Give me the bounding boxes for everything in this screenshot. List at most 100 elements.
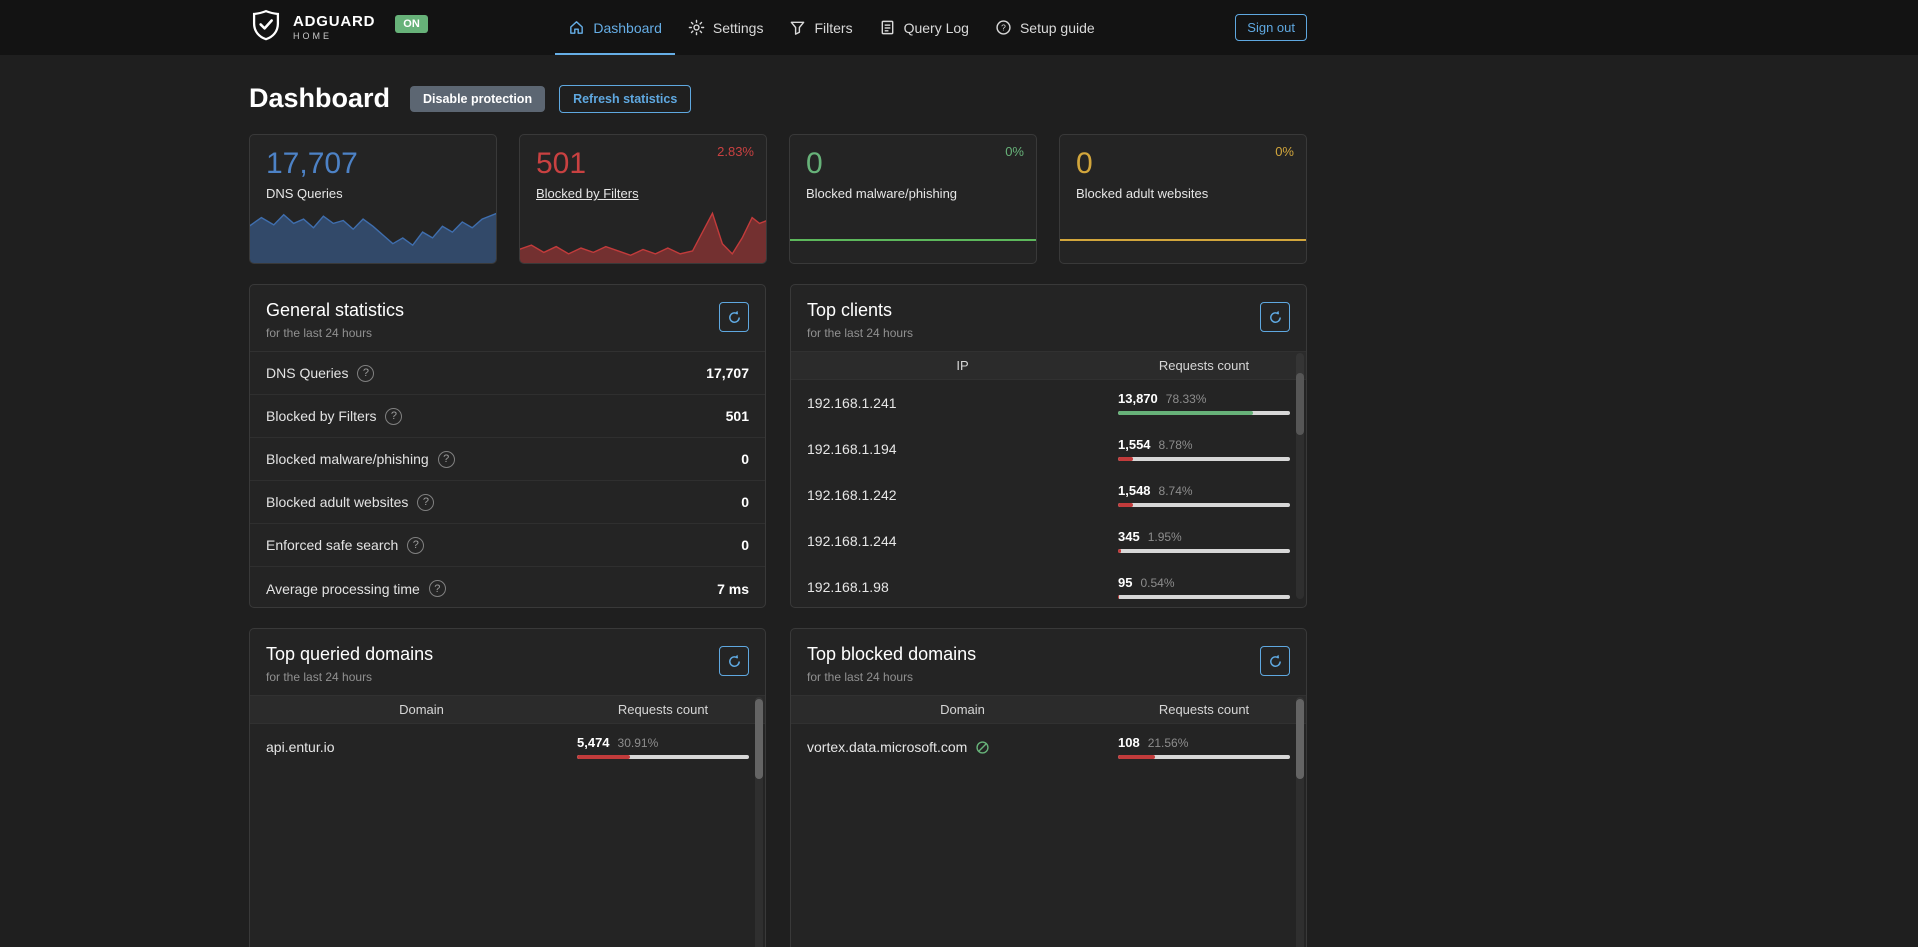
panel-subtitle: for the last 24 hours	[266, 670, 373, 684]
stat-percent: 0%	[1005, 144, 1024, 159]
client-progress-bar	[1118, 503, 1290, 507]
main-nav: Dashboard Settings Filters Query Log	[555, 0, 1107, 55]
panel-subtitle: for the last 24 hours	[807, 326, 914, 340]
dashboard-icon	[568, 19, 585, 36]
stat-row-safe-search: Enforced safe search 0	[250, 524, 765, 567]
client-progress-bar	[1118, 457, 1290, 461]
top-clients-panel: Top clients for the last 24 hours IP Req…	[790, 284, 1307, 608]
nav-label: Settings	[712, 19, 764, 36]
client-count: 1,554	[1118, 437, 1151, 452]
panel-row-bottom: Top queried domains for the last 24 hour…	[249, 628, 1307, 947]
top-queried-domains-panel: Top queried domains for the last 24 hour…	[249, 628, 766, 947]
page-head: Dashboard Disable protection Refresh sta…	[249, 83, 1307, 114]
top-blocked-domains-panel: Top blocked domains for the last 24 hour…	[790, 628, 1307, 947]
refresh-button[interactable]	[1260, 302, 1290, 332]
refresh-button[interactable]	[719, 646, 749, 676]
scrollbar-track	[1296, 353, 1304, 599]
client-ip[interactable]: 192.168.1.242	[807, 487, 897, 503]
stat-row-value: 0	[741, 537, 749, 553]
stat-label: DNS Queries	[266, 186, 343, 201]
panel-title: Top queried domains	[266, 644, 434, 664]
filtered-block-icon	[975, 740, 990, 755]
blocked-table-header: Domain Requests count	[791, 696, 1306, 724]
help-icon[interactable]	[385, 407, 403, 425]
nav-dashboard[interactable]: Dashboard	[555, 0, 675, 55]
stat-row-label: Blocked malware/phishing	[266, 451, 429, 467]
blocked-table-body: vortex.data.microsoft.com 108 21.56%	[791, 724, 1306, 770]
help-icon[interactable]	[428, 580, 446, 597]
domain-progress-bar	[1118, 755, 1290, 759]
client-percent: 1.95%	[1147, 530, 1182, 544]
nav-label: Query Log	[903, 19, 969, 36]
help-icon[interactable]	[417, 493, 435, 511]
dashboard-page: Dashboard Disable protection Refresh sta…	[249, 83, 1307, 947]
general-statistics-panel: General statistics for the last 24 hours…	[249, 284, 766, 608]
panel-header: General statistics for the last 24 hours	[250, 285, 765, 352]
blocked-domain[interactable]: vortex.data.microsoft.com	[807, 739, 968, 755]
stat-row-label: DNS Queries	[266, 365, 349, 381]
client-count: 13,870	[1118, 391, 1158, 406]
panel-header: Top queried domains for the last 24 hour…	[250, 629, 765, 696]
client-ip[interactable]: 192.168.1.241	[807, 395, 897, 411]
brand-subtitle: HOME	[293, 31, 332, 41]
protection-status-badge: ON	[395, 14, 428, 33]
client-ip[interactable]: 192.168.1.98	[807, 579, 889, 595]
client-percent: 8.74%	[1158, 484, 1193, 498]
domain-percent: 21.56%	[1147, 736, 1189, 750]
help-icon[interactable]	[357, 364, 375, 382]
nav-setup-guide[interactable]: ? Setup guide	[982, 0, 1108, 55]
stat-row-label: Blocked by Filters	[266, 408, 377, 424]
panel-row-middle: General statistics for the last 24 hours…	[249, 284, 1307, 608]
stat-label: Blocked malware/phishing	[806, 186, 958, 201]
sign-out-button[interactable]: Sign out	[1235, 14, 1307, 41]
queried-domain[interactable]: api.entur.io	[266, 739, 335, 755]
stat-cards: 17,707 DNS Queries 2.83% 501 Blocked by …	[249, 134, 1307, 264]
app-header: ADGUARD HOME ON Dashboard Settings	[0, 0, 1918, 55]
stat-row-value: 0	[741, 451, 749, 467]
stat-row-blocked-filters: Blocked by Filters 501	[250, 395, 765, 438]
column-requests-count: Requests count	[1158, 702, 1250, 717]
panel-title: General statistics	[266, 300, 405, 320]
stat-value: 501	[536, 147, 587, 180]
clients-table-body: 192.168.1.241 13,870 78.33% 192.168.1.194…	[791, 380, 1306, 607]
help-icon[interactable]	[437, 450, 455, 468]
stat-row-value: 7 ms	[717, 580, 749, 597]
settings-gear-icon	[688, 19, 705, 36]
client-ip[interactable]: 192.168.1.244	[807, 533, 897, 549]
disable-protection-button[interactable]: Disable protection	[410, 85, 546, 112]
nav-settings[interactable]: Settings	[675, 0, 777, 55]
refresh-button[interactable]	[719, 302, 749, 332]
refresh-statistics-button[interactable]: Refresh statistics	[559, 84, 692, 113]
panel-subtitle: for the last 24 hours	[266, 326, 373, 340]
panel-subtitle: for the last 24 hours	[807, 670, 914, 684]
scrollbar-thumb[interactable]	[1296, 373, 1304, 435]
client-row: 192.168.1.242 1,548 8.74%	[791, 472, 1306, 518]
brand-text: ADGUARD HOME	[293, 14, 375, 41]
client-ip[interactable]: 192.168.1.194	[807, 441, 897, 457]
stat-row-blocked-malware: Blocked malware/phishing 0	[250, 438, 765, 481]
stat-card-dns-queries: 17,707 DNS Queries	[249, 134, 497, 264]
panel-title: Top blocked domains	[807, 644, 977, 664]
general-statistics-rows: DNS Queries 17,707 Blocked by Filters 50…	[250, 352, 765, 607]
domain-count: 108	[1118, 735, 1140, 750]
help-icon[interactable]	[407, 536, 425, 554]
scrollbar-thumb[interactable]	[755, 699, 763, 779]
query-log-icon	[879, 19, 896, 36]
client-row: 192.168.1.244 345 1.95%	[791, 518, 1306, 564]
scrollbar-thumb[interactable]	[1296, 699, 1304, 779]
stat-row-value: 0	[741, 494, 749, 510]
nav-query-log[interactable]: Query Log	[866, 0, 982, 55]
stat-card-blocked-malware: 0% 0 Blocked malware/phishing	[789, 134, 1037, 264]
refresh-button[interactable]	[1260, 646, 1290, 676]
stat-value: 0	[806, 147, 823, 180]
stat-row-dns-queries: DNS Queries 17,707	[250, 352, 765, 395]
clients-table-header: IP Requests count	[791, 352, 1306, 380]
malware-flatline	[790, 239, 1036, 241]
domain-percent: 30.91%	[617, 736, 659, 750]
stat-row-label: Enforced safe search	[266, 537, 399, 553]
brand: ADGUARD HOME ON	[249, 8, 428, 47]
client-progress-bar	[1118, 411, 1290, 415]
nav-filters[interactable]: Filters	[776, 0, 865, 55]
blocked-filters-sparkline	[520, 206, 766, 263]
blocked-by-filters-link[interactable]: Blocked by Filters	[536, 186, 639, 201]
